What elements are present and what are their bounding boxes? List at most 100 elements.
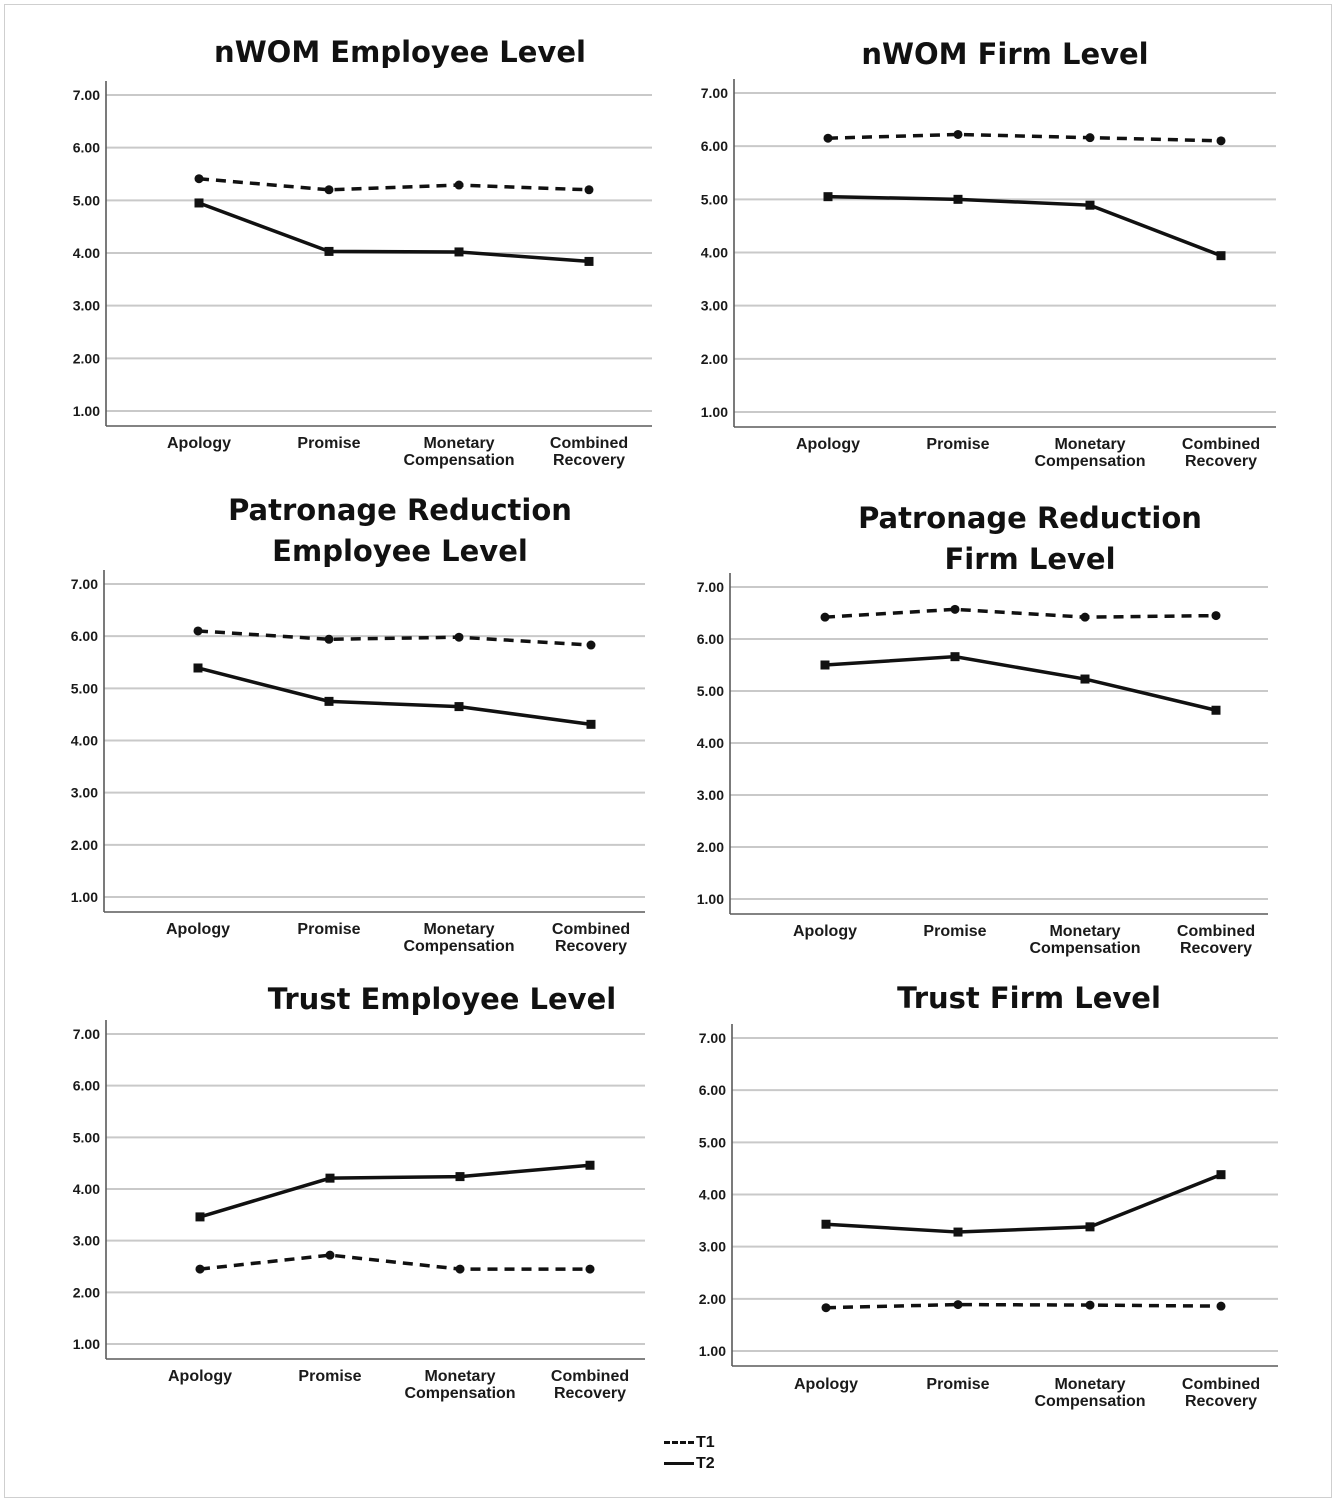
series-line-t2 — [827, 194, 1222, 258]
x-category-label: Combined — [1182, 436, 1260, 453]
x-category-label: Combined — [551, 1368, 629, 1385]
data-point-t1 — [1216, 1301, 1226, 1311]
data-point-t2 — [585, 1160, 595, 1170]
x-category-label: Apology — [168, 1368, 232, 1385]
x-category-label: Monetary — [1054, 436, 1125, 453]
legend-item-t2: T2 — [664, 1453, 744, 1474]
data-point-t1 — [455, 1264, 465, 1274]
data-point-t2 — [325, 1173, 335, 1183]
chart-title: Trust Firm Level — [897, 981, 1161, 1015]
series-line-t1 — [825, 1302, 1222, 1310]
data-point-t2 — [1080, 674, 1090, 684]
data-point-t1 — [1080, 612, 1090, 622]
x-category-label: Promise — [297, 435, 360, 452]
y-tick-label: 5.00 — [699, 1134, 726, 1150]
x-category-label: Monetary — [423, 435, 494, 452]
chart-title: Firm Level — [944, 542, 1115, 576]
x-category-label: Apology — [167, 435, 231, 452]
x-category-label: Recovery — [553, 452, 625, 469]
x-category-label: Promise — [926, 1376, 989, 1393]
data-point-t1 — [1085, 1300, 1095, 1310]
x-category-label: Apology — [794, 1376, 858, 1393]
y-tick-label: 1.00 — [697, 891, 724, 907]
x-category-label: Recovery — [1180, 940, 1252, 957]
data-point-t2 — [953, 194, 963, 204]
legend-label-t2: T2 — [696, 1454, 715, 1472]
y-tick-label: 4.00 — [73, 245, 100, 261]
x-category-label: Combined — [1182, 1376, 1260, 1393]
y-tick-label: 3.00 — [73, 298, 100, 314]
chart-panel-2: nWOM Firm Level 1.00 2.00 3.00 4.00 5.00 6.00 7… — [701, 37, 1276, 470]
y-tick-label: 4.00 — [701, 245, 728, 261]
data-point-t1 — [821, 1303, 831, 1313]
x-category-label: Apology — [793, 923, 857, 940]
y-tick-label: 6.00 — [699, 1082, 726, 1098]
series-line-t2 — [199, 1163, 591, 1219]
data-point-t2 — [953, 1227, 963, 1237]
y-tick-label: 5.00 — [73, 1129, 100, 1145]
y-tick-label: 1.00 — [699, 1343, 726, 1359]
legend-dashed-line-icon — [664, 1441, 694, 1444]
data-point-t2 — [454, 247, 464, 257]
x-category-label: Compensation — [1034, 453, 1145, 470]
x-category-label: Recovery — [1185, 1393, 1257, 1410]
series-line-t2 — [198, 201, 590, 264]
data-point-t2 — [1085, 200, 1095, 210]
x-category-label: Compensation — [1034, 1393, 1145, 1410]
legend-label-t1: T1 — [696, 1433, 715, 1451]
chart-panel-3: Patronage Reduction Employee Level 1.00 2.0… — [71, 493, 645, 955]
x-category-label: Combined — [550, 435, 628, 452]
y-tick-label: 4.00 — [71, 733, 98, 749]
y-tick-label: 3.00 — [73, 1233, 100, 1249]
data-point-t2 — [950, 652, 960, 662]
data-point-t1 — [1216, 136, 1226, 146]
data-point-t1 — [193, 626, 203, 636]
y-tick-label: 7.00 — [699, 1030, 726, 1046]
data-point-t2 — [195, 1212, 205, 1222]
y-tick-label: 2.00 — [73, 350, 100, 366]
data-point-t2 — [1211, 705, 1221, 715]
data-point-t2 — [454, 702, 464, 712]
y-tick-label: 4.00 — [697, 735, 724, 751]
x-category-label: Monetary — [1054, 1376, 1125, 1393]
series-line-t2 — [824, 654, 1217, 712]
data-point-t2 — [584, 256, 594, 266]
figure-frame — [4, 4, 1332, 1498]
data-point-t1 — [586, 640, 596, 650]
data-point-t1 — [325, 1250, 335, 1260]
x-category-label: Combined — [552, 921, 630, 938]
chart-title: Patronage Reduction — [228, 493, 572, 527]
data-point-t2 — [586, 719, 596, 729]
data-point-t2 — [193, 663, 203, 673]
chart-title: Patronage Reduction — [858, 501, 1202, 535]
y-tick-label: 2.00 — [701, 351, 728, 367]
x-category-label: Compensation — [1029, 940, 1140, 957]
y-tick-label: 4.00 — [699, 1187, 726, 1203]
y-tick-label: 7.00 — [701, 85, 728, 101]
data-point-t1 — [823, 133, 833, 143]
y-tick-label: 1.00 — [71, 889, 98, 905]
y-tick-label: 2.00 — [73, 1284, 100, 1300]
y-tick-label: 3.00 — [697, 787, 724, 803]
data-point-t2 — [194, 198, 204, 208]
x-category-label: Apology — [166, 921, 230, 938]
data-point-t1 — [194, 174, 204, 184]
x-category-label: Combined — [1177, 923, 1255, 940]
legend-solid-line-icon — [664, 1462, 694, 1465]
data-point-t2 — [1216, 1170, 1226, 1180]
legend-item-t1: T1 — [664, 1432, 744, 1453]
y-tick-label: 3.00 — [71, 785, 98, 801]
x-category-label: Monetary — [423, 921, 494, 938]
series-line-t1 — [199, 1253, 590, 1271]
y-tick-label: 1.00 — [73, 1336, 100, 1352]
y-tick-label: 2.00 — [697, 839, 724, 855]
y-tick-label: 1.00 — [701, 404, 728, 420]
data-point-t1 — [454, 632, 464, 642]
x-category-label: Promise — [297, 921, 360, 938]
legend: T1 T2 — [664, 1432, 744, 1478]
y-tick-label: 6.00 — [73, 1078, 100, 1094]
y-tick-label: 6.00 — [73, 140, 100, 156]
x-category-label: Recovery — [1185, 453, 1257, 470]
chart-panel-1: nWOM Employee Level 1.00 2.00 3.00 4.00 5.00 6… — [73, 35, 652, 469]
